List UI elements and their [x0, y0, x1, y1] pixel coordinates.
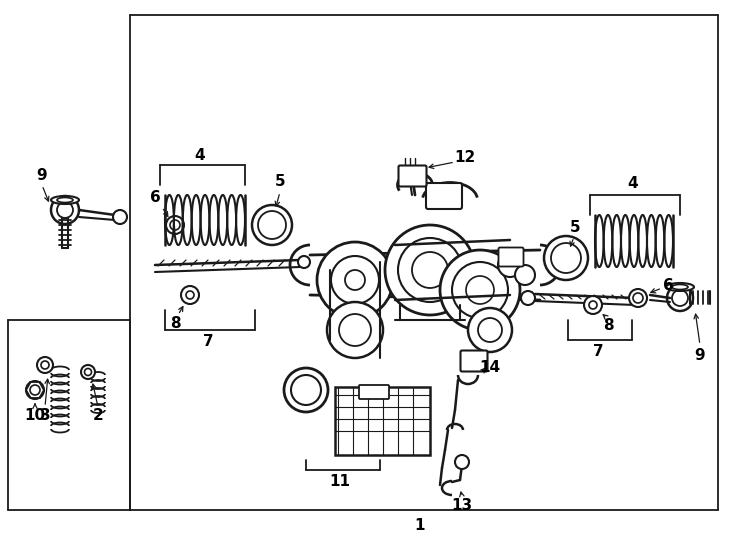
- Circle shape: [327, 302, 383, 358]
- Circle shape: [345, 270, 365, 290]
- Bar: [335, 387, 430, 455]
- Ellipse shape: [51, 196, 79, 204]
- Circle shape: [498, 253, 522, 277]
- Circle shape: [466, 276, 494, 304]
- Text: 3: 3: [40, 408, 51, 422]
- Circle shape: [81, 365, 95, 379]
- Circle shape: [468, 308, 512, 352]
- FancyBboxPatch shape: [426, 183, 462, 209]
- FancyBboxPatch shape: [359, 385, 389, 399]
- Circle shape: [629, 289, 647, 307]
- Ellipse shape: [666, 283, 694, 291]
- Text: 1: 1: [415, 517, 425, 532]
- Text: 5: 5: [275, 174, 286, 190]
- Circle shape: [672, 290, 688, 306]
- Circle shape: [170, 220, 180, 230]
- Text: 6: 6: [663, 278, 673, 293]
- Circle shape: [412, 252, 448, 288]
- Text: 9: 9: [694, 348, 705, 362]
- Circle shape: [544, 236, 588, 280]
- Circle shape: [584, 296, 602, 314]
- Circle shape: [551, 243, 581, 273]
- Text: 14: 14: [479, 361, 501, 375]
- Circle shape: [589, 301, 597, 309]
- Circle shape: [339, 314, 371, 346]
- Text: 11: 11: [330, 475, 351, 489]
- FancyBboxPatch shape: [399, 165, 426, 186]
- Circle shape: [26, 381, 44, 399]
- Circle shape: [37, 357, 53, 373]
- Circle shape: [252, 205, 292, 245]
- Text: 7: 7: [592, 345, 603, 360]
- Text: 6: 6: [150, 191, 160, 206]
- Text: 13: 13: [451, 497, 473, 512]
- Ellipse shape: [57, 198, 73, 202]
- Circle shape: [181, 286, 199, 304]
- Circle shape: [398, 238, 462, 302]
- Circle shape: [284, 368, 328, 412]
- Circle shape: [298, 256, 310, 268]
- Circle shape: [515, 265, 535, 285]
- Text: 9: 9: [37, 167, 47, 183]
- Circle shape: [317, 242, 393, 318]
- Text: 10: 10: [24, 408, 46, 422]
- Text: 8: 8: [170, 315, 181, 330]
- Circle shape: [113, 210, 127, 224]
- Circle shape: [455, 455, 469, 469]
- Text: 12: 12: [454, 150, 476, 165]
- Text: 2: 2: [92, 408, 103, 422]
- Circle shape: [84, 368, 92, 375]
- Text: 4: 4: [628, 176, 639, 191]
- Text: 4: 4: [195, 147, 206, 163]
- Text: 5: 5: [570, 220, 581, 235]
- Text: 8: 8: [603, 318, 614, 333]
- Circle shape: [440, 250, 520, 330]
- Circle shape: [521, 291, 535, 305]
- Circle shape: [331, 256, 379, 304]
- FancyBboxPatch shape: [460, 350, 487, 372]
- Circle shape: [385, 225, 475, 315]
- Ellipse shape: [672, 285, 688, 289]
- Circle shape: [41, 361, 49, 369]
- FancyBboxPatch shape: [498, 247, 523, 267]
- Circle shape: [258, 211, 286, 239]
- Circle shape: [667, 285, 693, 311]
- Circle shape: [166, 216, 184, 234]
- Text: 7: 7: [203, 334, 214, 349]
- Circle shape: [51, 196, 79, 224]
- Circle shape: [478, 318, 502, 342]
- Circle shape: [30, 385, 40, 395]
- Circle shape: [186, 291, 194, 299]
- Circle shape: [57, 202, 73, 218]
- Circle shape: [291, 375, 321, 405]
- Circle shape: [452, 262, 508, 318]
- Circle shape: [633, 293, 643, 303]
